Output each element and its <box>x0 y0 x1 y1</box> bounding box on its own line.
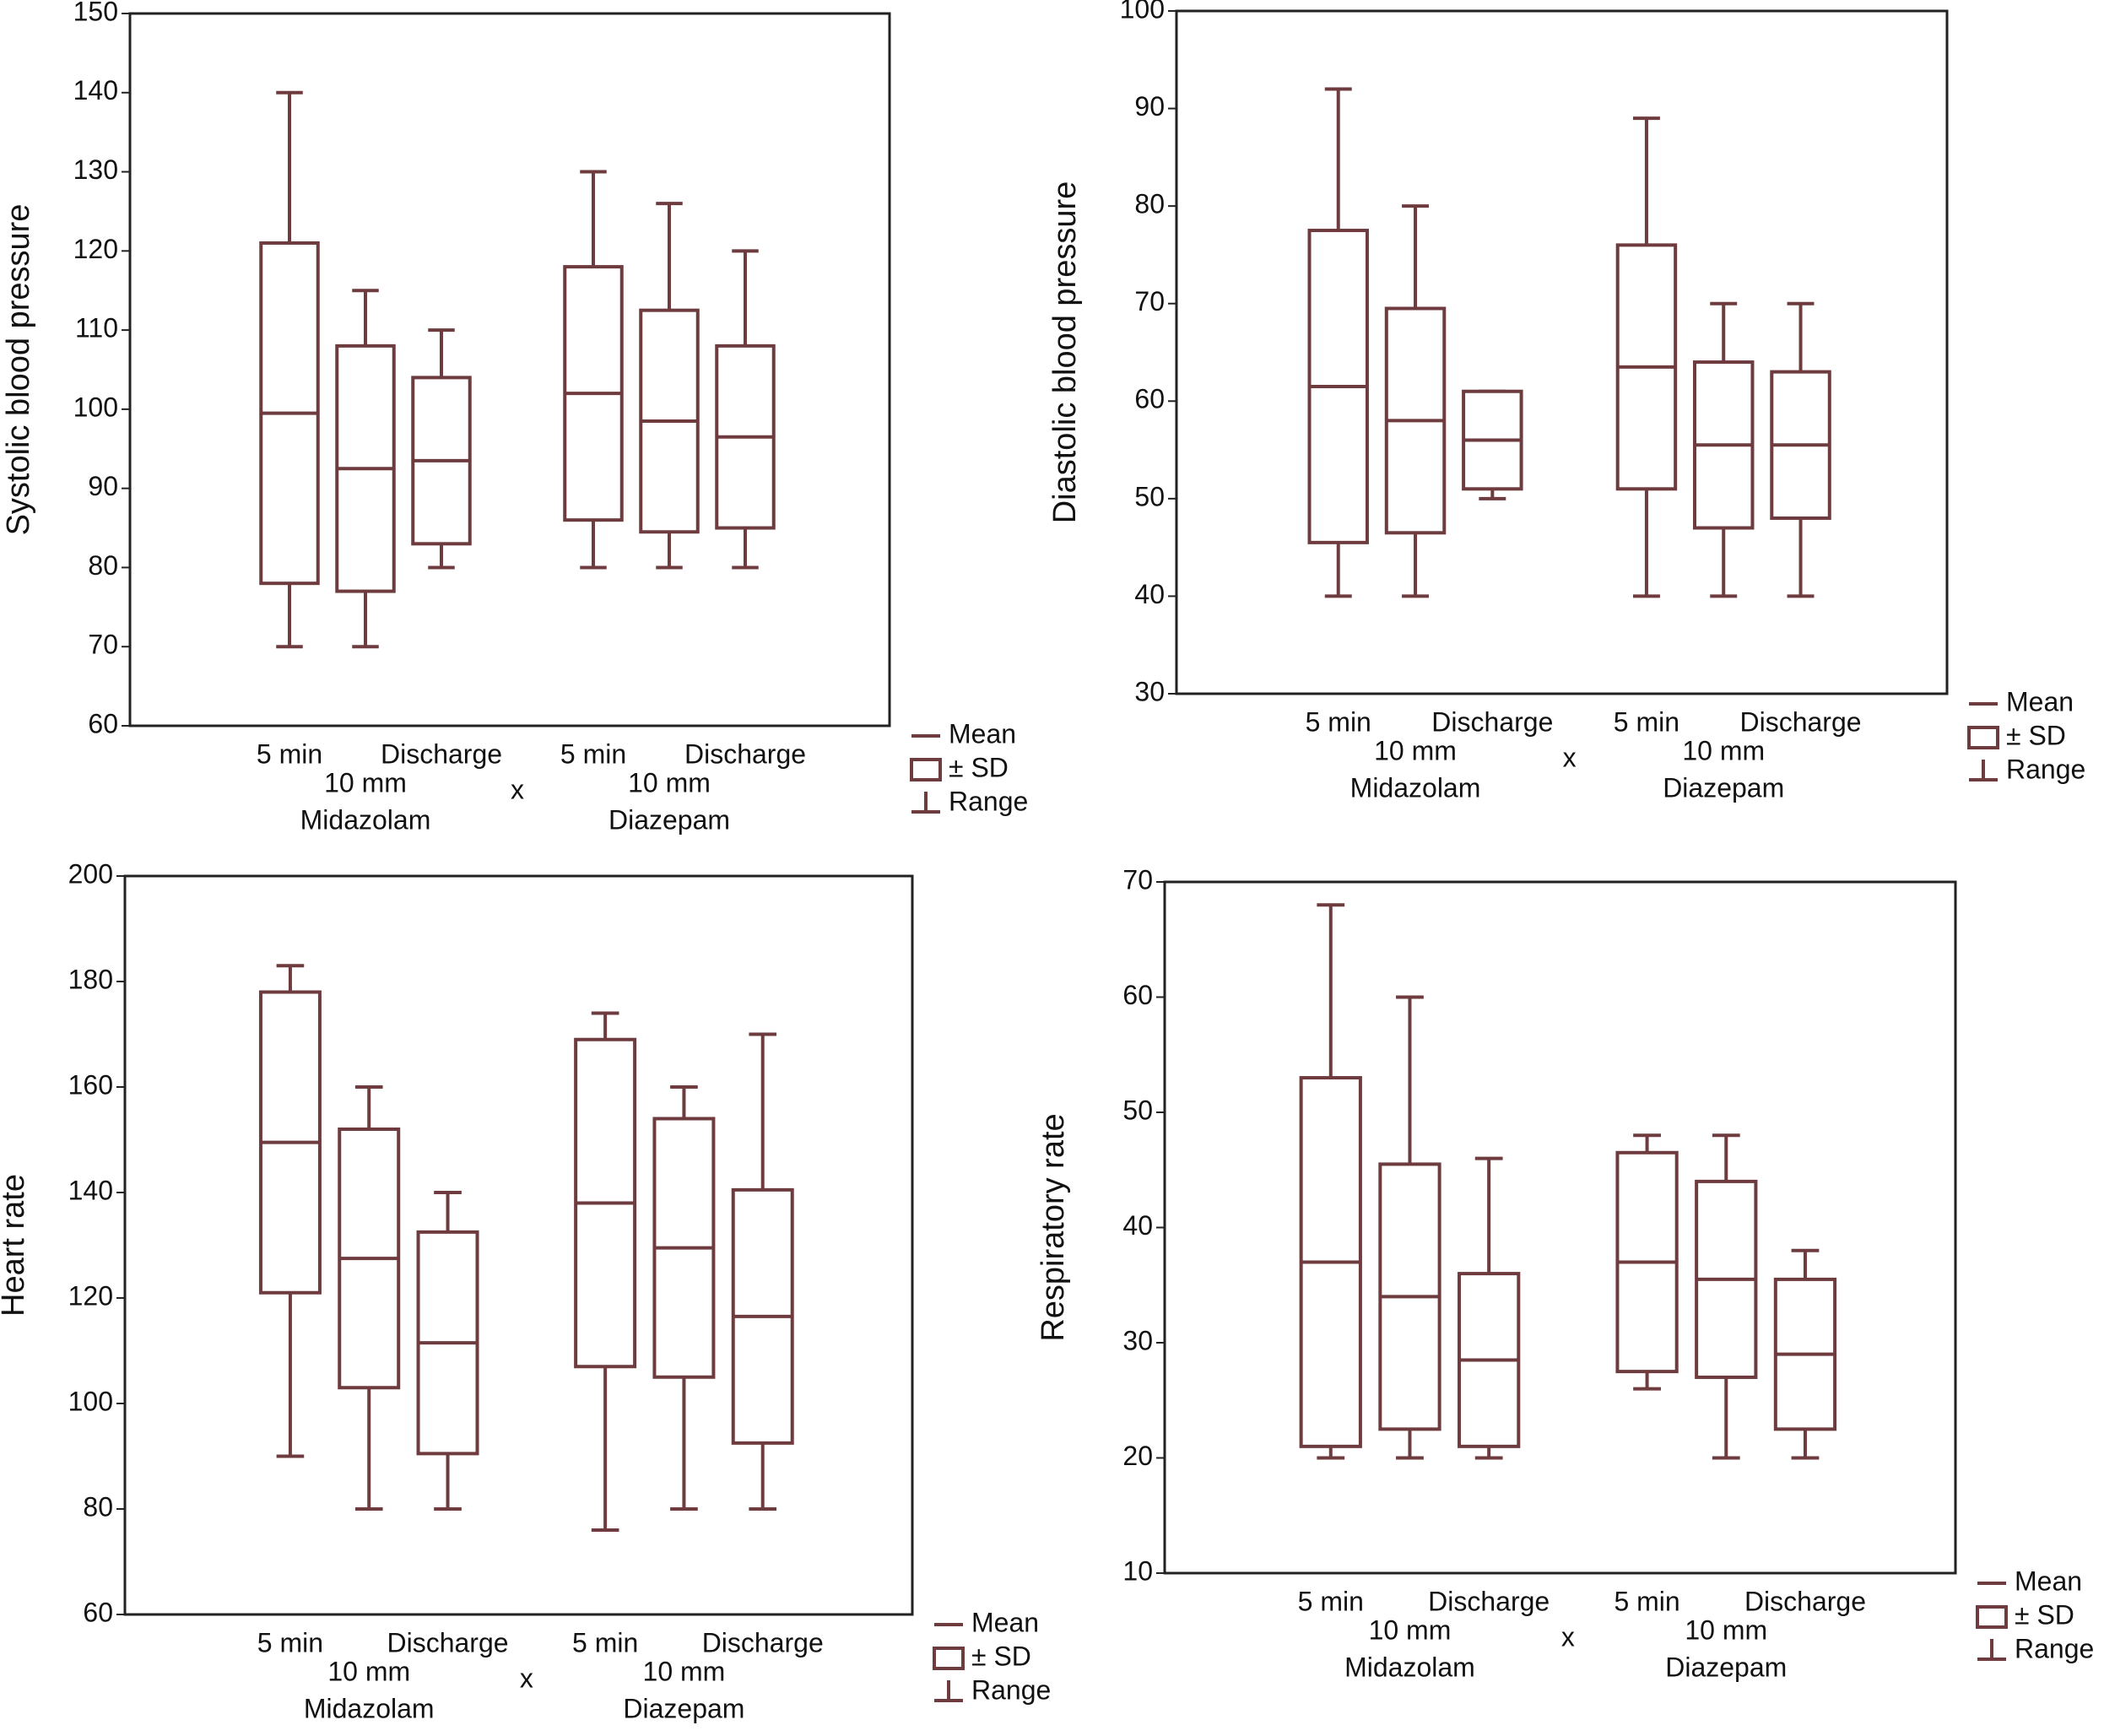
y-tick-label: 70 <box>1122 864 1153 895</box>
y-tick-label: 100 <box>1120 0 1165 24</box>
legend-label: ± SD <box>2015 1599 2074 1630</box>
y-tick-label: 60 <box>1134 384 1165 414</box>
plot-frame <box>123 874 914 1616</box>
y-tick-label: 10 <box>1122 1555 1153 1586</box>
plot-frame <box>1175 9 1949 695</box>
x-tick-label: 10 mm <box>327 1656 410 1686</box>
y-tick-label: 60 <box>88 708 118 738</box>
y-tick-label: 80 <box>1134 189 1165 219</box>
group-label: Diazepam <box>623 1693 744 1723</box>
y-tick-label: 40 <box>1122 1210 1153 1241</box>
x-tick-label: 10 mm <box>628 767 711 798</box>
x-tick-label: 10 mm <box>643 1656 726 1686</box>
legend-label: ± SD <box>971 1641 1031 1671</box>
x-tick-label: Discharge <box>684 738 806 769</box>
x-tick-label: 5 min <box>1614 706 1679 737</box>
x-tick-label: Discharge <box>1739 706 1861 737</box>
y-tick-label: 60 <box>1122 980 1153 1010</box>
legend-label: ± SD <box>2006 720 2066 750</box>
y-tick-label: 100 <box>68 1386 113 1416</box>
x-tick-label: Discharge <box>702 1627 824 1658</box>
y-axis-title: Heart rate <box>0 1174 31 1317</box>
y-tick-label: 120 <box>73 234 118 264</box>
legend-sd-icon <box>1976 1605 2008 1629</box>
group-separator: x <box>511 774 524 804</box>
y-tick-label: 40 <box>1134 579 1165 609</box>
group-separator: x <box>1563 742 1577 772</box>
y-tick-label: 100 <box>73 392 118 422</box>
y-tick-label: 150 <box>73 0 118 26</box>
y-tick-label: 180 <box>68 964 113 994</box>
x-tick-label: Discharge <box>1744 1586 1866 1616</box>
group-label: Midazolam <box>1344 1652 1475 1682</box>
x-tick-label: 5 min <box>257 738 322 769</box>
legend-sd-icon <box>910 758 942 781</box>
group-separator: x <box>1561 1621 1575 1652</box>
legend-sd-icon <box>1967 726 1999 749</box>
legend-label: Mean <box>971 1607 1039 1637</box>
x-tick-label: 5 min <box>560 738 626 769</box>
x-tick-label: Discharge <box>1431 706 1553 737</box>
y-tick-label: 50 <box>1122 1095 1153 1125</box>
y-tick-label: 30 <box>1134 676 1165 706</box>
y-tick-label: 140 <box>73 75 118 105</box>
x-tick-label: 10 mm <box>324 767 407 798</box>
x-tick-label: Discharge <box>1428 1586 1550 1616</box>
group-label: Midazolam <box>1350 772 1481 803</box>
legend-label: Range <box>2015 1633 2094 1663</box>
legend-label: Range <box>2006 754 2085 784</box>
legend-sd-icon <box>933 1647 965 1670</box>
legend-label: ± SD <box>949 752 1009 782</box>
y-tick-label: 30 <box>1122 1325 1153 1355</box>
x-tick-label: 5 min <box>1614 1586 1679 1616</box>
y-tick-label: 80 <box>88 550 118 581</box>
plot-frame <box>128 12 891 727</box>
y-axis-title: Diastolic blood pressure <box>1047 181 1083 524</box>
legend-label: Range <box>949 786 1028 816</box>
y-tick-label: 70 <box>88 630 118 660</box>
y-tick-label: 90 <box>1134 91 1165 122</box>
group-label: Midazolam <box>300 804 431 835</box>
legend-label: Mean <box>2015 1566 2082 1596</box>
legend-label: Range <box>971 1674 1051 1705</box>
legend-label: Mean <box>949 718 1016 749</box>
y-tick-label: 200 <box>68 858 113 889</box>
group-label: Diazepam <box>1663 772 1784 803</box>
chart-panel: 30 40 50 60 70 80 90 100 Diastolic blood pressur… <box>1047 0 2085 803</box>
plot-frame <box>1163 880 1957 1575</box>
x-tick-label: 10 mm <box>1374 735 1457 765</box>
y-tick-label: 60 <box>83 1597 113 1627</box>
x-tick-label: 5 min <box>1298 1586 1364 1616</box>
x-tick-label: 5 min <box>572 1627 638 1658</box>
y-tick-label: 130 <box>73 154 118 185</box>
y-tick-label: 20 <box>1122 1441 1153 1471</box>
y-tick-label: 140 <box>68 1175 113 1205</box>
x-tick-label: 10 mm <box>1682 735 1765 765</box>
y-axis-title: Systolic blood pressure <box>1 204 36 536</box>
group-label: Midazolam <box>304 1693 435 1723</box>
group-label: Diazepam <box>608 804 730 835</box>
y-tick-label: 120 <box>68 1280 113 1311</box>
chart-panel: 60 70 80 90 100 110 120 130 140 150 Systolic blood… <box>1 0 1028 835</box>
x-tick-label: 10 mm <box>1369 1614 1452 1645</box>
group-separator: x <box>520 1663 533 1693</box>
x-tick-label: 10 mm <box>1685 1614 1767 1645</box>
legend-label: Mean <box>2006 686 2074 717</box>
y-tick-label: 160 <box>68 1069 113 1100</box>
group-label: Diazepam <box>1665 1652 1787 1682</box>
x-tick-label: 5 min <box>1306 706 1371 737</box>
y-axis-title: Respiratory rate <box>1036 1113 1071 1341</box>
x-tick-label: Discharge <box>381 738 502 769</box>
y-tick-label: 70 <box>1134 286 1165 316</box>
y-tick-label: 110 <box>75 313 118 343</box>
x-tick-label: 5 min <box>257 1627 323 1658</box>
y-tick-label: 90 <box>88 471 118 501</box>
x-tick-label: Discharge <box>387 1627 508 1658</box>
y-tick-label: 50 <box>1134 481 1165 511</box>
y-tick-label: 80 <box>83 1491 113 1522</box>
